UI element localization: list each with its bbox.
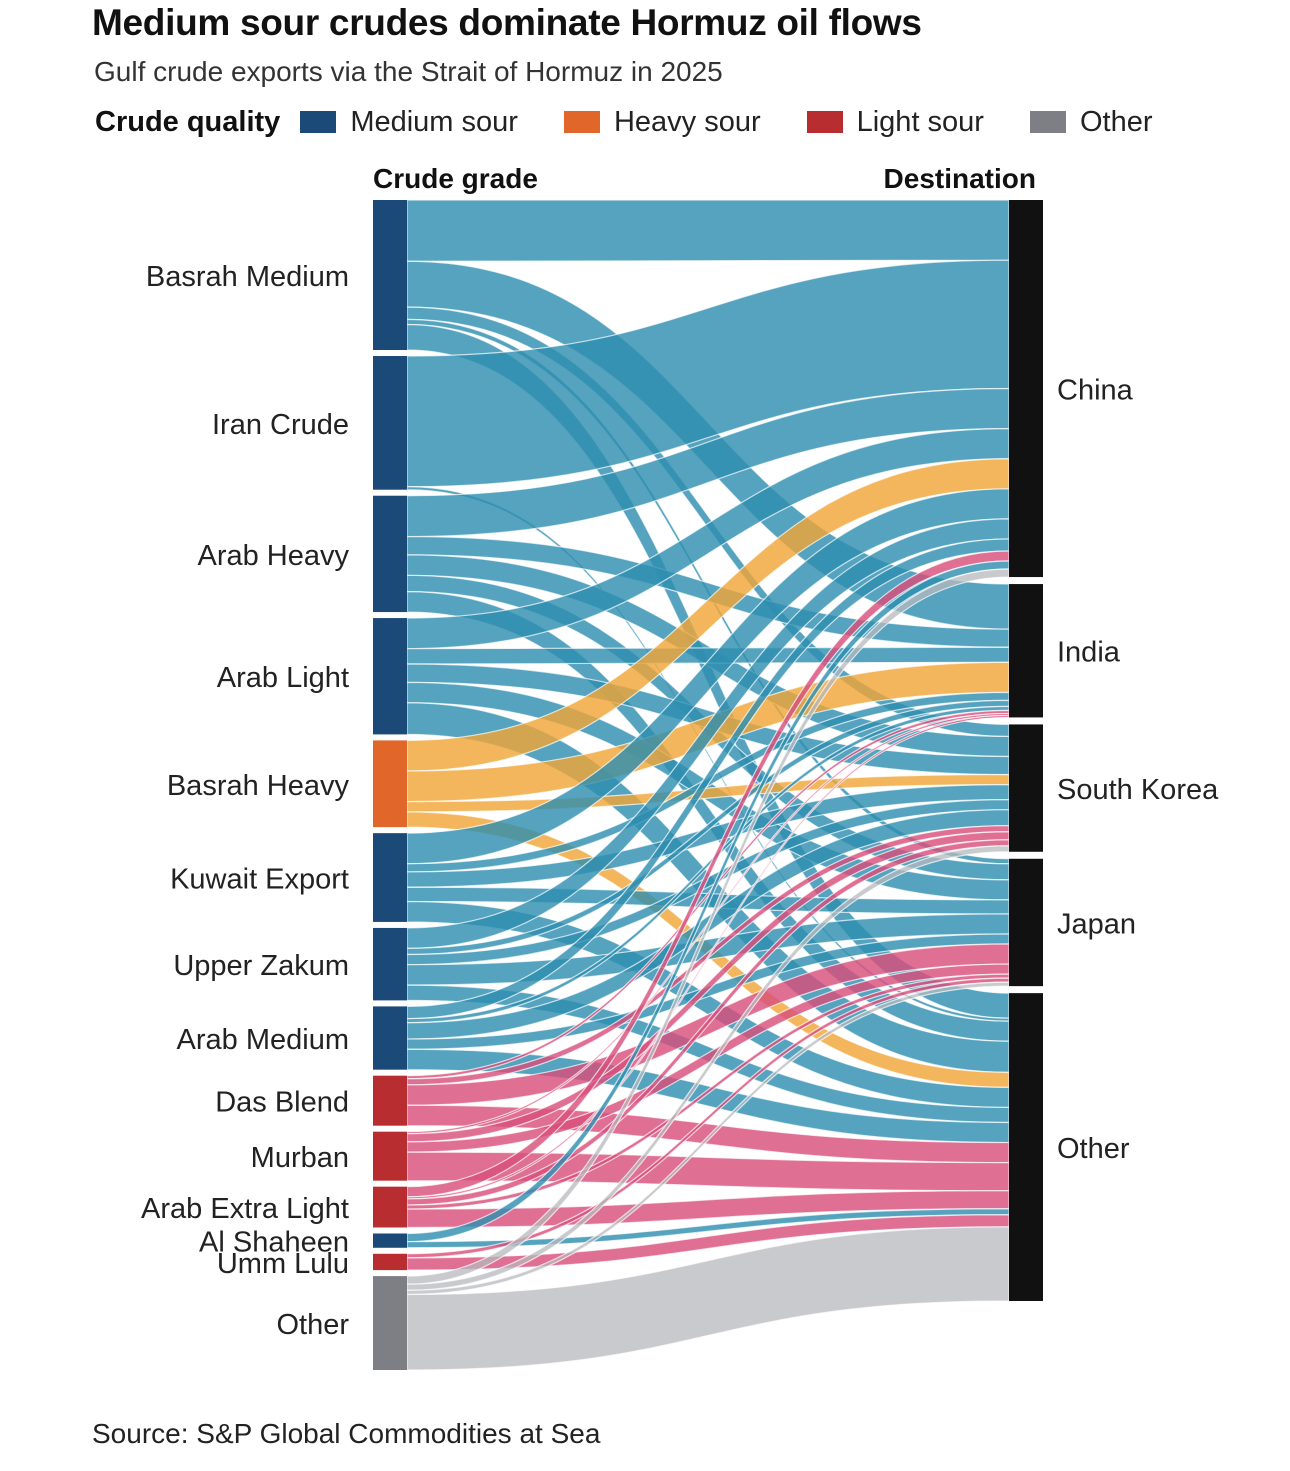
left-axis-header: Crude grade [373,163,538,194]
right-axis-header: Destination [884,163,1036,194]
source-label-arab-heavy: Arab Heavy [197,540,349,572]
legend-swatch-medium-sour [300,111,337,133]
target-label-india: India [1057,637,1121,669]
flow-basrah-medium-to-china [406,199,1010,262]
target-label-china: China [1057,375,1134,407]
node-labels: Basrah Medium Iran Crude Arab Heavy Arab Li… [141,261,1219,1341]
legend-label-light-sour: Light sour [856,105,984,138]
legend-label-other: Other [1079,105,1153,138]
legend-swatch-light-sour [806,111,843,133]
legend-swatch-heavy-sour [563,111,600,133]
target-node-south-korea [1009,724,1043,852]
source-node-kuwait-export [373,833,407,922]
target-label-south-korea: South Korea [1057,774,1219,806]
source-label-iran-crude: Iran Crude [212,409,349,441]
source-node-al-shaheen [373,1233,407,1248]
source-node-iran-crude [373,356,407,490]
source-node-other [373,1276,407,1370]
chart-subtitle: Gulf crude exports via the Strait of Hor… [94,56,723,87]
source-node-umm-lulu [373,1253,407,1271]
source-label-umm-lulu: Umm Lulu [217,1248,349,1280]
source-label-al-shaheen: Al Shaheen [199,1227,349,1259]
source-node-basrah-heavy [373,740,407,828]
target-node-japan [1009,858,1043,987]
target-label-other: Other [1057,1133,1130,1165]
source-note: Source: S&P Global Commodities at Sea [92,1418,601,1449]
legend-label-heavy-sour: Heavy sour [613,105,761,138]
nodes [373,200,1043,1370]
target-node-india [1009,584,1043,718]
source-node-das-blend [373,1075,407,1126]
source-node-murban [373,1131,407,1181]
chart-title: Medium sour crudes dominate Hormuz oil f… [92,2,922,43]
source-node-arab-medium [373,1006,407,1070]
target-label-japan: Japan [1057,908,1136,940]
legend-item-light-sour: Light sour [806,105,984,139]
legend: Crude quality Medium sour Heavy sour Lig… [95,102,1199,142]
source-node-arab-light [373,618,407,735]
legend-item-medium-sour: Medium sour [300,106,518,139]
source-node-arab-extra-light [373,1186,407,1228]
legend-swatch-other [1029,111,1066,133]
source-label-basrah-heavy: Basrah Heavy [167,770,350,802]
source-label-basrah-medium: Basrah Medium [146,261,349,293]
target-node-china [1009,200,1043,578]
source-label-arab-light: Arab Light [217,662,349,694]
legend-title: Crude quality [95,105,281,138]
source-label-arab-extra-light: Arab Extra Light [141,1193,349,1225]
source-label-das-blend: Das Blend [215,1087,349,1119]
source-node-arab-heavy [373,495,407,613]
legend-label-medium-sour: Medium sour [350,105,518,138]
source-node-upper-zakum [373,927,407,1001]
source-label-kuwait-export: Kuwait Export [170,864,349,896]
source-label-arab-medium: Arab Medium [177,1024,349,1056]
flow-links [406,199,1010,1371]
legend-item-heavy-sour: Heavy sour [563,105,761,139]
source-node-basrah-medium [373,200,407,351]
source-label-other: Other [276,1309,349,1341]
legend-item-other: Other [1029,105,1153,139]
target-node-other [1009,993,1043,1301]
source-label-upper-zakum: Upper Zakum [173,950,349,982]
source-label-murban: Murban [251,1142,349,1174]
